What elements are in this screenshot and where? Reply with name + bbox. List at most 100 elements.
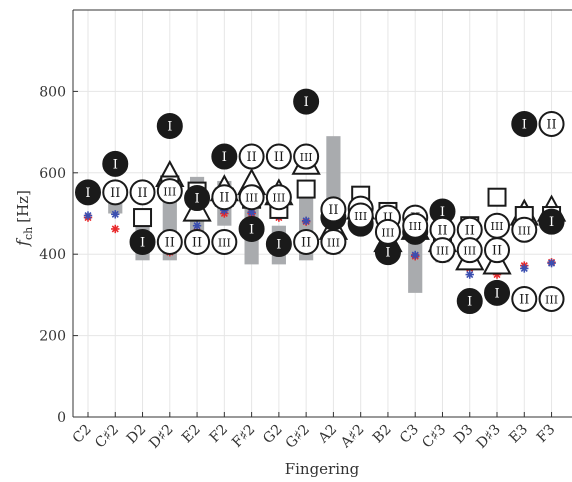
circle-marker-label: III	[545, 293, 558, 306]
circle-shape	[511, 285, 538, 312]
asterisk-stroke	[84, 211, 92, 220]
circle-shape	[156, 178, 183, 205]
asterisk-stroke	[411, 251, 419, 259]
circle-marker-label: III	[245, 192, 258, 205]
filled-circle-marker: I	[456, 288, 483, 315]
open-circle-marker: III	[429, 237, 456, 264]
circle-marker-label: III	[163, 186, 176, 199]
filled-circle-marker: I	[429, 198, 456, 225]
x-tick-label: E3	[506, 422, 531, 447]
circle-shape	[211, 143, 238, 170]
y-tick-label: 200	[39, 329, 66, 345]
open-circle-marker: III	[402, 212, 429, 239]
circle-shape	[511, 110, 538, 137]
open-circle-marker: III	[456, 237, 483, 264]
y-tick-label: 600	[39, 166, 66, 182]
circle-marker-label: I	[276, 238, 281, 253]
open-circle-marker: III	[320, 228, 347, 255]
circle-shape	[293, 88, 320, 115]
circle-marker-label: II	[546, 117, 556, 132]
x-tick-label: C3	[397, 422, 422, 447]
open-circle-marker: II	[238, 143, 265, 170]
circle-shape	[184, 185, 211, 212]
open-circle-marker: II	[184, 228, 211, 255]
circle-shape	[129, 179, 156, 206]
asterisk-marker	[111, 210, 120, 219]
circle-marker-label: II	[137, 186, 147, 201]
circle-marker-label: I	[440, 205, 445, 220]
asterisk-stroke	[466, 271, 474, 279]
circle-shape	[265, 143, 292, 170]
circle-shape	[456, 237, 483, 264]
circle-shape	[538, 110, 565, 137]
y-tick-label: 800	[39, 84, 66, 100]
circle-marker-label: II	[465, 223, 475, 238]
filled-circle-marker: I	[511, 110, 538, 137]
asterisk-stroke	[302, 217, 310, 225]
open-circle-marker: II	[293, 228, 320, 255]
circle-shape	[429, 237, 456, 264]
circle-shape	[102, 150, 129, 177]
asterisk-marker	[111, 224, 120, 234]
circle-marker-label: III	[490, 220, 503, 233]
circle-marker-label: II	[219, 191, 229, 206]
y-axis-title-sub: ch	[22, 227, 35, 240]
circle-marker-label: II	[165, 235, 175, 250]
filled-circle-marker: I	[265, 231, 292, 258]
circle-shape	[456, 288, 483, 315]
circle-shape	[238, 184, 265, 211]
circle-marker-label: II	[192, 235, 202, 250]
circle-marker-label: III	[272, 192, 285, 205]
filled-circle-marker: I	[74, 179, 101, 206]
x-tick-label: A2	[315, 422, 340, 447]
filled-circle-marker: I	[293, 88, 320, 115]
asterisk-marker	[465, 270, 474, 279]
circle-shape	[484, 279, 511, 306]
circle-marker-label: I	[167, 119, 172, 134]
circle-marker-label: III	[300, 151, 313, 164]
circle-marker-label: I	[113, 157, 118, 172]
open-circle-marker: II	[156, 228, 183, 255]
open-circle-marker: III	[156, 178, 183, 205]
x-tick-label: G2	[260, 422, 286, 448]
circle-marker-label: II	[383, 211, 393, 226]
filled-circle-marker: I	[238, 215, 265, 242]
circle-marker-label: I	[304, 95, 309, 110]
open-circle-marker: II	[211, 184, 238, 211]
filled-circle-marker: I	[102, 150, 129, 177]
y-tick-labels: 0 200 400 600 800	[39, 84, 66, 426]
circle-shape	[265, 184, 292, 211]
asterisk-marker	[547, 258, 556, 268]
open-circle-marker: III	[265, 184, 292, 211]
x-tick-label: C♯2	[92, 422, 122, 452]
x-tick-label: G♯2	[283, 422, 313, 452]
circle-shape	[184, 228, 211, 255]
open-circle-marker: II	[538, 110, 565, 137]
circle-marker-label: I	[249, 222, 254, 237]
x-tick-label: A♯2	[337, 422, 367, 452]
circle-marker-label: I	[385, 246, 390, 261]
circle-shape	[320, 196, 347, 223]
x-tick-label: C2	[70, 422, 95, 447]
x-tick-label: B2	[370, 422, 395, 447]
asterisk-marker	[520, 264, 529, 273]
circle-marker-label: I	[549, 215, 554, 230]
filled-circle-marker: I	[538, 208, 565, 235]
asterisk-stroke	[248, 208, 256, 216]
open-circle-marker: III	[484, 212, 511, 239]
circle-shape	[74, 179, 101, 206]
open-circle-marker: II	[265, 143, 292, 170]
circle-shape	[402, 212, 429, 239]
asterisk-marker	[83, 211, 93, 220]
x-tick-label: D3	[451, 422, 477, 448]
x-tick-label: F♯2	[229, 422, 258, 451]
axes	[72, 9, 572, 418]
circle-shape	[238, 215, 265, 242]
open-circle-marker: II	[102, 179, 129, 206]
circle-shape	[211, 184, 238, 211]
circle-shape	[347, 202, 374, 229]
asterisk-stroke	[193, 222, 201, 230]
square-marker	[487, 187, 507, 207]
circle-marker-label: III	[518, 224, 531, 237]
